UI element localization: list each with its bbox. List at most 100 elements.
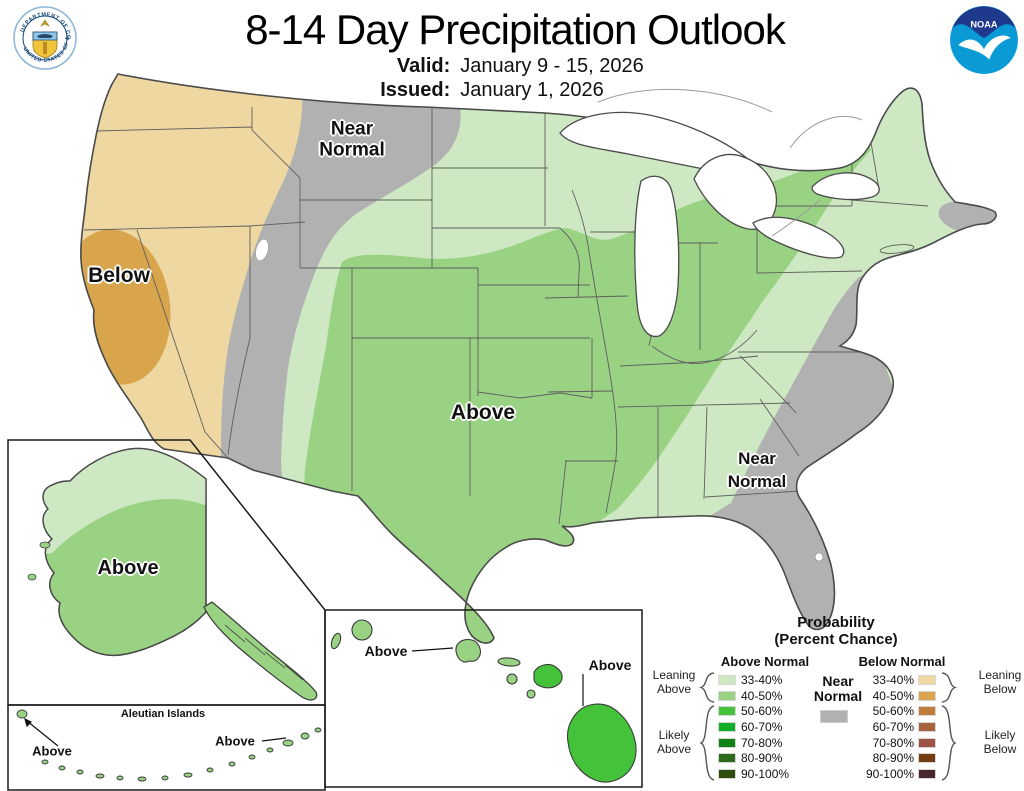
- brace-leaning-below: [941, 672, 958, 703]
- legend-row: 33-40%: [718, 672, 789, 688]
- legend-below-normal-header: Below Normal: [858, 654, 946, 669]
- color-swatch: [718, 753, 736, 764]
- range-label: 40-50%: [741, 688, 783, 703]
- lake-okeechobee: [814, 552, 824, 562]
- color-swatch: [718, 706, 736, 717]
- aleutian-inset-box: [7, 704, 326, 791]
- legend-row: 90-100%: [718, 766, 789, 782]
- great-salt-lake: [255, 238, 269, 262]
- range-label: 70-80%: [741, 735, 783, 750]
- label-above-big-island: Above: [588, 657, 632, 674]
- inset-borders: [7, 439, 643, 791]
- color-swatch: [718, 768, 736, 779]
- valid-value: January 9 - 15, 2026: [460, 55, 644, 77]
- color-swatch: [918, 753, 936, 764]
- lake-erie: [752, 216, 845, 259]
- island-maui: [533, 663, 563, 689]
- color-swatch: [918, 706, 936, 717]
- noaa-logo-icon: NOAA: [950, 6, 1018, 74]
- legend-row: 40-50%: [718, 688, 789, 704]
- lake-michigan: [634, 175, 680, 338]
- page-title: 8-14 Day Precipitation Outlook: [245, 6, 786, 53]
- label-above-alaska: Above: [97, 556, 159, 579]
- legend-row: 40-50%: [840, 688, 936, 704]
- range-label: 50-60%: [872, 704, 914, 719]
- color-swatch: [718, 674, 736, 685]
- island-oahu: [455, 638, 481, 663]
- color-swatch: [718, 737, 736, 748]
- range-label: 50-60%: [741, 704, 783, 719]
- label-below-west: Below: [88, 264, 150, 288]
- legend-title-line2: (Percent Chance): [774, 631, 898, 648]
- legend-row: 70-80%: [718, 735, 789, 751]
- legend-near-normal-swatch: [820, 710, 848, 723]
- legend-row: 50-60%: [718, 703, 789, 719]
- legend-row: 60-70%: [840, 719, 936, 735]
- legend-row: 60-70%: [718, 719, 789, 735]
- legend-likely-below-label: Likely Below: [983, 728, 1017, 756]
- range-label: 80-90%: [872, 751, 914, 766]
- color-swatch: [918, 690, 936, 701]
- lake-huron: [693, 153, 778, 230]
- legend-above-rows: 33-40% 40-50% 50-60% 60-70% 70-80% 80-90…: [718, 672, 789, 782]
- color-swatch: [918, 768, 936, 779]
- range-label: 60-70%: [741, 719, 783, 734]
- brace-leaning-above: [698, 672, 715, 703]
- aleutian-pointer-lines: [24, 717, 287, 747]
- range-label: 90-100%: [865, 766, 914, 781]
- brace-likely-below: [941, 705, 957, 781]
- state-boundaries: [83, 107, 929, 525]
- color-swatch: [918, 737, 936, 748]
- region-near-normal-west: [221, 74, 461, 478]
- island-lanai: [506, 673, 518, 685]
- legend-below-rows: 33-40% 40-50% 50-60% 60-70% 70-80% 80-90…: [840, 672, 936, 782]
- range-label: 90-100%: [741, 766, 790, 781]
- brace-likely-above: [699, 705, 715, 781]
- hawaii-inset: [330, 619, 637, 783]
- label-near-normal-southeast: Near Normal: [727, 449, 787, 491]
- range-label: 70-80%: [872, 735, 914, 750]
- legend-leaning-below-label: Leaning Below: [978, 668, 1022, 696]
- issued-value: January 1, 2026: [460, 79, 604, 101]
- alaska-west-island: [39, 541, 51, 549]
- hawaii-pointer-lines: [411, 647, 584, 706]
- legend-row: 50-60%: [840, 703, 936, 719]
- noaa-logo-text: NOAA: [970, 20, 998, 30]
- color-swatch: [718, 690, 736, 701]
- island-hawaii-big: [566, 703, 637, 783]
- island-kahoolawe: [526, 689, 536, 699]
- color-swatch: [718, 721, 736, 732]
- issued-label: Issued:: [380, 79, 451, 101]
- legend-above-normal-header: Above Normal: [720, 654, 810, 669]
- label-above-central: Above: [450, 401, 516, 425]
- label-aleutian-islands-title: Aleutian Islands: [120, 707, 206, 720]
- legend-likely-above-label: Likely Above: [656, 728, 692, 756]
- canada-shoreline: [597, 88, 863, 237]
- legend-row: 80-90%: [840, 750, 936, 766]
- range-label: 60-70%: [872, 719, 914, 734]
- great-lakes: [559, 111, 880, 338]
- color-swatch: [918, 721, 936, 732]
- label-above-aleutian-east: Above: [215, 733, 255, 749]
- range-label: 40-50%: [872, 688, 914, 703]
- long-island: [879, 244, 915, 254]
- aleutian-islands: [16, 709, 322, 782]
- island-niihau: [330, 632, 342, 650]
- island-molokai: [497, 657, 521, 667]
- legend-row: 70-80%: [840, 735, 936, 751]
- legend-title-line1: Probability: [797, 614, 875, 631]
- label-above-aleutian-west: Above: [32, 743, 72, 759]
- range-label: 80-90%: [741, 751, 783, 766]
- legend-near-normal-label: Near Normal: [813, 673, 863, 704]
- legend-row: 33-40%: [840, 672, 936, 688]
- lake-ontario: [811, 172, 880, 201]
- region-above-40-50-core: [290, 138, 871, 644]
- hawaii-inset-box: [324, 609, 643, 788]
- doc-seal-logo: DEPARTMENT OF COMMERCE UNITED STATES OF …: [10, 2, 77, 75]
- panhandle-fjords: [224, 624, 304, 681]
- legend-braces: [698, 672, 958, 781]
- island-kauai: [351, 619, 373, 641]
- validity-block: Valid: January 9 - 15, 2026 Issued: Janu…: [0, 55, 1024, 102]
